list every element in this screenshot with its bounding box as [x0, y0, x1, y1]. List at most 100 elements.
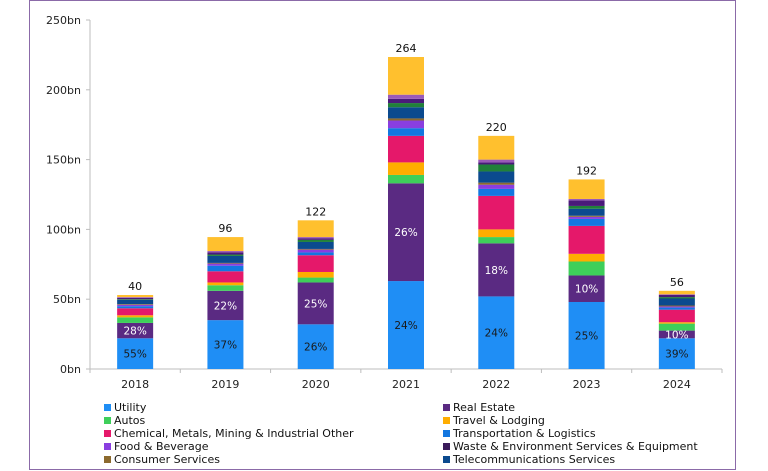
- total-label: 56: [670, 276, 684, 289]
- legend-swatch-icon: [104, 456, 111, 463]
- bar-segment: [117, 338, 154, 369]
- bar-segment: [297, 238, 334, 240]
- legend-label: Autos: [114, 414, 146, 427]
- bar-segment: [117, 322, 154, 339]
- bar-segment: [207, 254, 244, 256]
- bar-segment: [478, 162, 515, 165]
- segment-label: 10%: [575, 284, 598, 296]
- bar-segment: [388, 118, 424, 121]
- legend-swatch-icon: [104, 443, 111, 450]
- bar-segment: [117, 304, 154, 305]
- bar-segment: [478, 195, 515, 230]
- x-tick-label: 2021: [392, 378, 420, 391]
- bar-segment: [297, 255, 334, 272]
- total-label: 40: [128, 280, 142, 293]
- segment-label: 22%: [214, 300, 237, 312]
- bar-segment: [478, 164, 515, 172]
- bar-segment: [568, 301, 605, 369]
- bar-segment: [207, 237, 244, 252]
- bars: [117, 56, 695, 369]
- bar-segment: [568, 253, 605, 262]
- legend-label: Travel & Lodging: [453, 414, 545, 427]
- y-tick-label: 200bn: [46, 84, 81, 97]
- segment-label: 10%: [665, 329, 688, 341]
- legend-item: Transportation & Logistics: [443, 427, 596, 440]
- bar-segment: [658, 307, 695, 310]
- legend-swatch-icon: [443, 443, 450, 450]
- bar-segment: [478, 188, 515, 196]
- legend-label: Telecommunications Services: [453, 453, 616, 466]
- legend-item: Travel & Lodging: [443, 414, 545, 427]
- segment-label: 18%: [485, 265, 508, 277]
- bar-segment: [207, 265, 244, 272]
- segment-label: 26%: [394, 227, 417, 239]
- bar-segment: [658, 294, 695, 296]
- bar-segment: [658, 297, 695, 299]
- bar-segment: [117, 315, 154, 318]
- bar-segment: [117, 308, 154, 316]
- bar-segment: [388, 103, 424, 108]
- bar-segment: [388, 135, 424, 163]
- bar-segment: [568, 179, 605, 199]
- x-axis: 2018 2019 2020 2021 2022 2023 2024: [89, 368, 723, 391]
- bar-segment: [297, 237, 334, 239]
- y-tick-label: 150bn: [46, 154, 81, 167]
- bar-segment: [568, 200, 605, 206]
- bar-segment: [658, 298, 695, 306]
- legend-item: Waste & Environment Services & Equipment: [443, 440, 698, 453]
- total-label: 220: [486, 121, 507, 134]
- bar-segment: [207, 290, 244, 321]
- legend-item: Autos: [104, 414, 145, 427]
- bar-segment: [388, 94, 424, 99]
- bar-segment: [568, 205, 605, 209]
- bar-segment: [478, 135, 515, 160]
- legend-swatch-icon: [104, 404, 111, 411]
- bar-segment: [388, 120, 424, 129]
- x-tick-label: 2019: [211, 378, 239, 391]
- bar-segment: [568, 208, 605, 216]
- legend-label: Real Estate: [453, 401, 516, 414]
- x-tick-label: 2018: [121, 378, 149, 391]
- y-axis: 0bn 50bn 100bn 150bn 200bn 250bn: [46, 14, 91, 376]
- legend-label: Chemical, Metals, Mining & Industrial Ot…: [114, 427, 354, 440]
- bar-segment: [478, 229, 515, 238]
- bar-segment: [207, 285, 244, 291]
- total-label: 122: [305, 205, 326, 218]
- bar-segment: [478, 243, 515, 297]
- bar-segment: [658, 322, 695, 324]
- bar-segment: [658, 338, 695, 369]
- bar-segment: [388, 183, 424, 282]
- bar-segment: [388, 56, 424, 95]
- bar-segment: [297, 271, 334, 278]
- segment-label: 55%: [123, 349, 146, 361]
- legend-item: Real Estate: [443, 401, 515, 414]
- bar-segment: [388, 98, 424, 104]
- data-labels: 55% 28% 40 37% 22% 96 26% 25% 122 24% 26% 264 24% 18%…: [123, 42, 688, 361]
- bar-segment: [568, 216, 605, 219]
- bar-segment: [388, 107, 424, 119]
- segment-label: 37%: [214, 340, 237, 352]
- legend-item: Chemical, Metals, Mining & Industrial Ot…: [104, 427, 354, 440]
- segment-label: 25%: [304, 298, 327, 310]
- bar-segment: [658, 330, 695, 339]
- x-tick-label: 2024: [663, 378, 691, 391]
- bar-segment: [658, 306, 695, 308]
- bar-segment: [658, 305, 695, 307]
- bar-segment: [297, 241, 334, 249]
- bar-segment: [568, 215, 605, 217]
- legend-swatch-icon: [104, 417, 111, 424]
- total-label: 96: [218, 222, 232, 235]
- x-tick-label: 2020: [302, 378, 330, 391]
- legend-item: Utility: [104, 401, 146, 414]
- segment-label: 39%: [665, 349, 688, 361]
- bar-segment: [388, 281, 424, 369]
- bar-segment: [297, 239, 334, 242]
- x-tick-label: 2023: [573, 378, 601, 391]
- bar-segment: [207, 271, 244, 283]
- bar-segment: [568, 218, 605, 226]
- legend-item: Telecommunications Services: [443, 453, 615, 466]
- bar-segment: [297, 252, 334, 256]
- y-tick-label: 100bn: [46, 223, 81, 236]
- y-tick-label: 50bn: [53, 293, 81, 306]
- legend-label: Food & Beverage: [114, 440, 209, 453]
